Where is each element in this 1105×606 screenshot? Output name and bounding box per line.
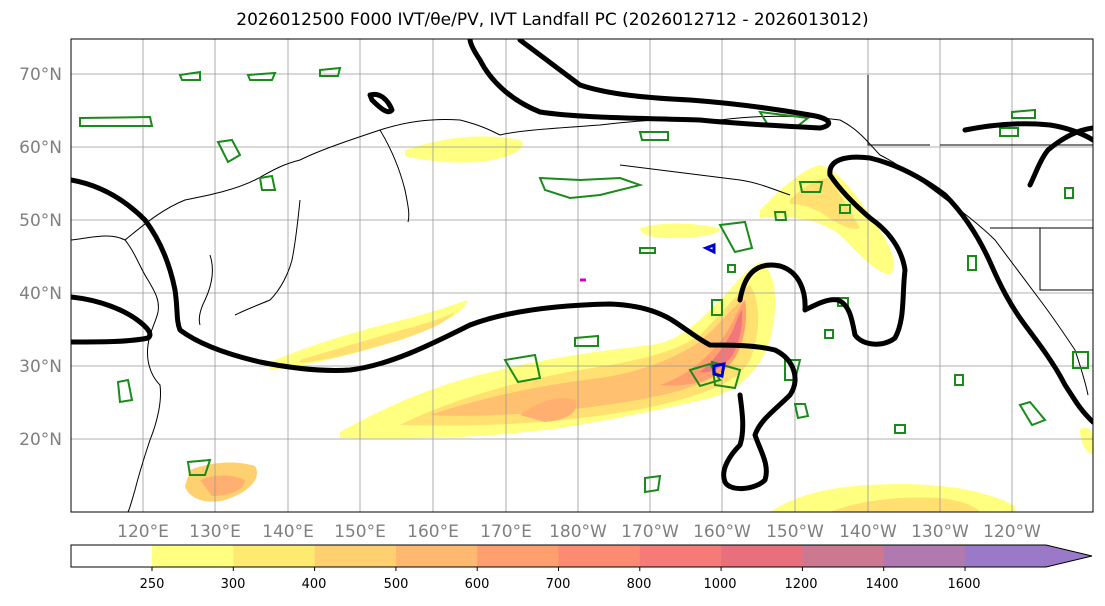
colorbar-label: 300 xyxy=(221,577,246,592)
lon-label: 160°E xyxy=(407,522,459,542)
colorbar-label: 500 xyxy=(384,577,409,592)
lon-label: 140°W xyxy=(839,522,897,542)
lon-label: 120°E xyxy=(117,522,169,542)
lat-label: 30°N xyxy=(19,357,62,377)
lon-label: 160°W xyxy=(693,522,751,542)
lon-label: 150°E xyxy=(334,522,386,542)
colorbar-label: 400 xyxy=(302,577,327,592)
pv-contours xyxy=(79,66,1089,494)
lat-label: 60°N xyxy=(19,138,62,158)
colorbar-label: 250 xyxy=(140,577,165,592)
lat-label: 70°N xyxy=(19,65,62,85)
colorbar-label: 1400 xyxy=(865,577,898,592)
colorbar-cell xyxy=(639,545,722,567)
pv-negative-marks xyxy=(580,242,726,378)
map-frame xyxy=(70,38,1094,513)
colorbar-cell xyxy=(314,545,397,567)
colorbar-label: 1600 xyxy=(947,577,980,592)
gridlines xyxy=(71,39,1093,512)
colorbar-label: 1000 xyxy=(703,577,736,592)
colorbar-cell xyxy=(395,545,478,567)
lon-label: 140°E xyxy=(262,522,314,542)
colorbar-label: 700 xyxy=(546,577,571,592)
lon-label: 170°W xyxy=(621,522,679,542)
colorbar: 250 300 400 500 600 700 800 1000 1200 14… xyxy=(70,544,1093,592)
longitude-labels: 120°E 130°E 140°E 150°E 160°E 170°E 180°… xyxy=(117,522,1041,542)
lon-label: 130°E xyxy=(189,522,241,542)
colorbar-label: 600 xyxy=(465,577,490,592)
colorbar-cell xyxy=(802,545,885,567)
colorbar-cell xyxy=(152,545,234,567)
colorbar-cells xyxy=(152,545,1092,567)
coastlines xyxy=(71,75,1093,512)
colorbar-labels: 250 300 400 500 600 700 800 1000 1200 14… xyxy=(140,577,981,592)
lon-label: 150°W xyxy=(766,522,824,542)
colorbar-label: 1200 xyxy=(784,577,817,592)
colorbar-cell xyxy=(721,545,803,567)
lon-label: 170°E xyxy=(480,522,532,542)
colorbar-extend-arrow xyxy=(965,545,1092,567)
figure-title: 2026012500 F000 IVT/θe/PV, IVT Landfall … xyxy=(236,10,869,30)
lat-label: 40°N xyxy=(19,284,62,304)
colorbar-ticks xyxy=(151,567,966,571)
theta-e-contours xyxy=(71,39,1093,491)
colorbar-cell xyxy=(233,545,316,567)
colorbar-cell xyxy=(558,545,641,567)
colorbar-cell xyxy=(477,545,559,567)
lon-label: 180°W xyxy=(549,522,607,542)
colorbar-cell xyxy=(883,545,966,567)
lon-label: 120°W xyxy=(983,522,1041,542)
lat-label: 50°N xyxy=(19,211,62,231)
colorbar-label: 800 xyxy=(627,577,652,592)
latitude-labels: 70°N 60°N 50°N 40°N 30°N 20°N xyxy=(19,65,62,450)
lat-label: 20°N xyxy=(19,430,62,450)
lon-label: 130°W xyxy=(911,522,969,542)
